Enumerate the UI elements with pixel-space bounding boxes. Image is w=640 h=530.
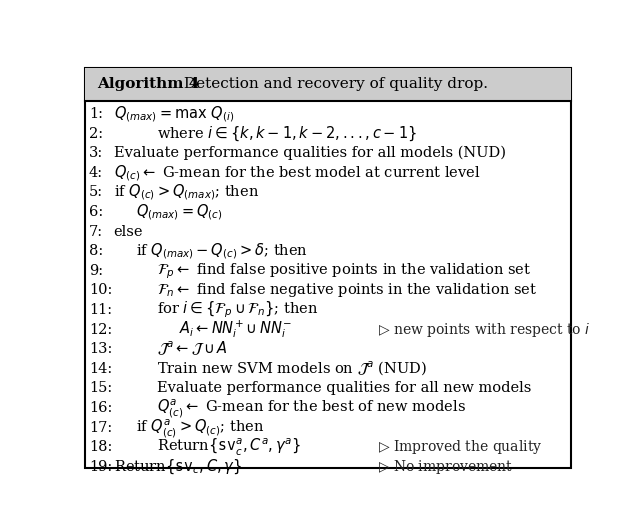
Text: 16:: 16: <box>89 401 112 415</box>
Text: 13:: 13: <box>89 342 112 356</box>
Text: $Q_{(max)} = \max\ Q_{(i)}$: $Q_{(max)} = \max\ Q_{(i)}$ <box>114 104 234 124</box>
Text: else: else <box>114 225 143 238</box>
Text: where $i \in \{k, k-1, k-2, ..., c-1\}$: where $i \in \{k, k-1, k-2, ..., c-1\}$ <box>157 125 417 143</box>
Text: 6:: 6: <box>89 205 103 219</box>
Text: Evaluate performance qualities for all new models: Evaluate performance qualities for all n… <box>157 382 532 395</box>
Text: Algorithm 4: Algorithm 4 <box>97 77 200 91</box>
Text: 10:: 10: <box>89 284 112 297</box>
Text: $\mathcal{F}_n \leftarrow$ find false negative points in the validation set: $\mathcal{F}_n \leftarrow$ find false ne… <box>157 281 538 299</box>
Text: Return$\{\mathtt{sv}_c, C, \gamma\}$: Return$\{\mathtt{sv}_c, C, \gamma\}$ <box>114 457 242 476</box>
Text: Evaluate performance qualities for all models (NUD): Evaluate performance qualities for all m… <box>114 146 506 161</box>
Text: 7:: 7: <box>89 225 103 238</box>
Text: for $i \in \{\mathcal{F}_p \cup \mathcal{F}_n\}$; then: for $i \in \{\mathcal{F}_p \cup \mathcal… <box>157 299 319 320</box>
Text: $\triangleright$ No improvement: $\triangleright$ No improvement <box>378 458 513 476</box>
Text: 2:: 2: <box>89 127 103 140</box>
Text: $Q_{(c)} \leftarrow$ G-mean for the best model at current level: $Q_{(c)} \leftarrow$ G-mean for the best… <box>114 163 480 183</box>
Text: 11:: 11: <box>89 303 112 317</box>
Text: $\mathcal{F}_p \leftarrow$ find false positive points in the validation set: $\mathcal{F}_p \leftarrow$ find false po… <box>157 261 532 280</box>
Text: 12:: 12: <box>89 323 112 337</box>
Text: 4:: 4: <box>89 166 103 180</box>
Text: 17:: 17: <box>89 420 112 435</box>
Text: $\mathcal{J}^a \leftarrow \mathcal{J} \cup A$: $\mathcal{J}^a \leftarrow \mathcal{J} \c… <box>157 340 228 358</box>
Text: $\triangleright$ Improved the quality: $\triangleright$ Improved the quality <box>378 438 542 456</box>
Text: Detection and recovery of quality drop.: Detection and recovery of quality drop. <box>179 77 488 91</box>
Text: if $Q^a_{(c)} > Q_{(c)}$; then: if $Q^a_{(c)} > Q_{(c)}$; then <box>136 417 264 438</box>
Text: 3:: 3: <box>89 146 103 160</box>
Text: 8:: 8: <box>89 244 103 258</box>
Text: 19:: 19: <box>89 460 112 474</box>
Text: $Q^a_{(c)} \leftarrow$ G-mean for the best of new models: $Q^a_{(c)} \leftarrow$ G-mean for the be… <box>157 397 467 419</box>
FancyBboxPatch shape <box>85 68 571 467</box>
Text: 18:: 18: <box>89 440 112 454</box>
Text: $Q_{(max)} = Q_{(c)}$: $Q_{(max)} = Q_{(c)}$ <box>136 202 222 222</box>
Text: Train new SVM models on $\mathcal{J}^a$ (NUD): Train new SVM models on $\mathcal{J}^a$ … <box>157 360 428 378</box>
Text: 15:: 15: <box>89 382 112 395</box>
Text: Return$\{\mathtt{sv}^a_c, C^a, \gamma^a\}$: Return$\{\mathtt{sv}^a_c, C^a, \gamma^a\… <box>157 437 301 458</box>
Text: 14:: 14: <box>89 362 112 376</box>
Text: 9:: 9: <box>89 264 103 278</box>
Text: if $Q_{(c)} > Q_{(max)}$; then: if $Q_{(c)} > Q_{(max)}$; then <box>114 183 259 202</box>
Text: $\triangleright$ new points with respect to $i$: $\triangleright$ new points with respect… <box>378 321 590 339</box>
Text: 1:: 1: <box>89 107 103 121</box>
Text: if $Q_{(max)} - Q_{(c)} > \delta$; then: if $Q_{(max)} - Q_{(c)} > \delta$; then <box>136 242 308 261</box>
Text: 5:: 5: <box>89 186 103 199</box>
FancyBboxPatch shape <box>85 68 571 101</box>
Text: $A_i \leftarrow NN_i^{+} \cup NN_i^{-}$: $A_i \leftarrow NN_i^{+} \cup NN_i^{-}$ <box>179 319 292 340</box>
